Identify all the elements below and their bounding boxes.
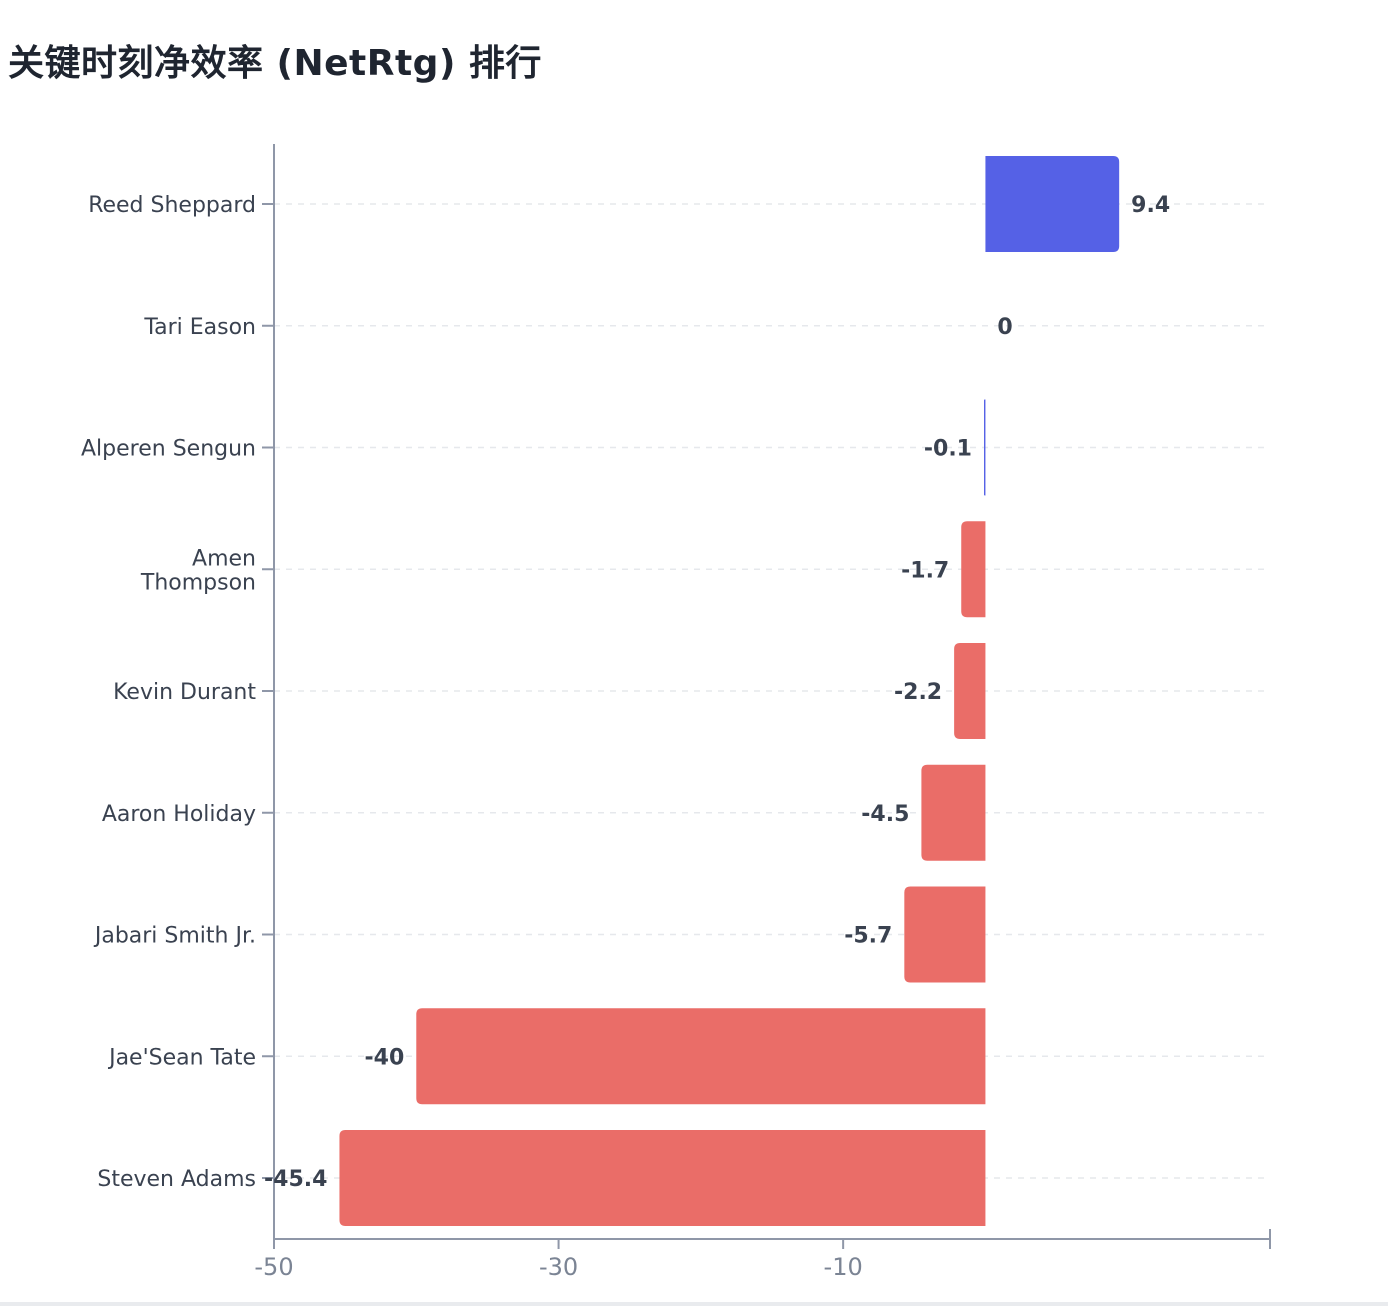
value-label: -45.4 <box>264 1167 327 1192</box>
chart-title: 关键时刻净效率 (NetRtg) 排行 <box>8 43 542 84</box>
bar[interactable] <box>339 1130 986 1226</box>
bar[interactable] <box>961 521 986 618</box>
value-label: 0 <box>997 315 1012 340</box>
bar[interactable] <box>921 764 986 861</box>
value-label: -0.1 <box>924 437 972 462</box>
bar[interactable] <box>985 156 1120 252</box>
category-label: Steven Adams <box>97 1167 256 1192</box>
category-label: Kevin Durant <box>113 680 256 705</box>
category-label: Amen Thompson <box>140 546 256 595</box>
value-label: -5.7 <box>844 924 892 949</box>
value-label: -40 <box>365 1045 405 1070</box>
x-tick-label: -30 <box>539 1253 578 1281</box>
bar[interactable] <box>904 886 986 983</box>
value-label: -2.2 <box>894 680 942 705</box>
category-label: Tari Eason <box>143 315 256 340</box>
axes: -50 -30 -10 <box>254 144 1271 1281</box>
bars <box>339 156 1120 1226</box>
bar[interactable] <box>954 643 986 739</box>
x-tick-label: -10 <box>824 1253 863 1281</box>
value-label: -1.7 <box>901 558 949 583</box>
labels: 9.4 Reed Sheppard 0 Tari Eason -0.1 Alperen S… <box>81 193 1170 1192</box>
category-label: Reed Sheppard <box>88 193 256 218</box>
bar[interactable] <box>984 399 986 496</box>
bar[interactable] <box>416 1008 986 1105</box>
value-label: -4.5 <box>861 802 909 827</box>
category-label: Jabari Smith Jr. <box>93 924 256 949</box>
bottom-divider <box>0 1302 1388 1306</box>
x-tick-label: -50 <box>254 1253 293 1281</box>
category-label: Alperen Sengun <box>81 437 256 462</box>
value-label: 9.4 <box>1131 193 1170 218</box>
category-label: Jae'Sean Tate <box>107 1045 256 1070</box>
category-label: Aaron Holiday <box>102 802 256 827</box>
